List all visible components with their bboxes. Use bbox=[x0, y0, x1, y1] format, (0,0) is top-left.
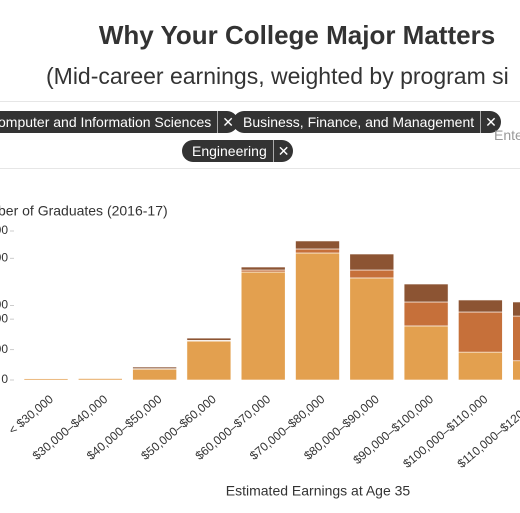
bar-segment bbox=[458, 299, 503, 313]
y-tick-label: 20,000 bbox=[0, 311, 8, 325]
bar-segment bbox=[240, 266, 286, 271]
bar-segment bbox=[403, 301, 449, 327]
bar-segment bbox=[512, 301, 520, 317]
bar-segment bbox=[349, 253, 395, 271]
y-axis-title: ber of Graduates (2016-17) bbox=[0, 203, 168, 219]
x-axis-title: Estimated Earnings at Age 35 bbox=[226, 483, 411, 499]
bar-segment bbox=[240, 269, 286, 273]
bar-segment bbox=[295, 252, 340, 381]
y-tick-label: 0 bbox=[1, 372, 8, 386]
bar-segment bbox=[295, 240, 340, 250]
chip-remove[interactable]: ✕ bbox=[272, 140, 289, 162]
bar-segment bbox=[458, 311, 503, 353]
filter-input[interactable]: Ente bbox=[494, 127, 520, 143]
title: Why Your College Major Matters bbox=[98, 20, 496, 50]
subtitle: (Mid-career earnings, weighted by progra… bbox=[46, 63, 509, 89]
bar-segment bbox=[23, 378, 69, 381]
bar-segment bbox=[458, 351, 503, 381]
bar-segment bbox=[349, 269, 395, 279]
chip-remove[interactable]: ✕ bbox=[217, 111, 234, 133]
bar-segment bbox=[186, 340, 232, 381]
divider bbox=[0, 101, 520, 102]
bar-segment bbox=[512, 360, 520, 381]
filter-chip: Business, Finance, and Management ✕ bbox=[233, 111, 501, 133]
bar-segment bbox=[512, 315, 520, 362]
bar-segment bbox=[295, 248, 340, 254]
chip-label: omputer and Information Sciences bbox=[0, 114, 212, 130]
bar-segment bbox=[132, 368, 177, 381]
divider bbox=[0, 168, 520, 169]
y-tick-label: 5,000 bbox=[0, 342, 8, 356]
y-tick-label: 120,000 bbox=[0, 223, 8, 237]
filter-chip: Engineering ✕ bbox=[182, 140, 294, 162]
bar-segment bbox=[403, 283, 449, 303]
bar-segment bbox=[186, 337, 232, 341]
bar-segment bbox=[78, 378, 123, 381]
bar-segment bbox=[132, 366, 177, 370]
chip-label: Engineering bbox=[192, 143, 267, 159]
x-tick-label: < $30,000 bbox=[6, 392, 56, 437]
chip-label: Business, Finance, and Management bbox=[243, 114, 475, 130]
bar-segment bbox=[403, 325, 449, 381]
y-tick-label: 80,000 bbox=[0, 251, 8, 265]
filter-chip: omputer and Information Sciences ✕ bbox=[0, 111, 238, 133]
bar-segment bbox=[349, 277, 395, 381]
bar-segment bbox=[240, 271, 286, 381]
y-tick-label: 30,000 bbox=[0, 298, 8, 312]
chip-remove[interactable]: ✕ bbox=[480, 111, 497, 133]
